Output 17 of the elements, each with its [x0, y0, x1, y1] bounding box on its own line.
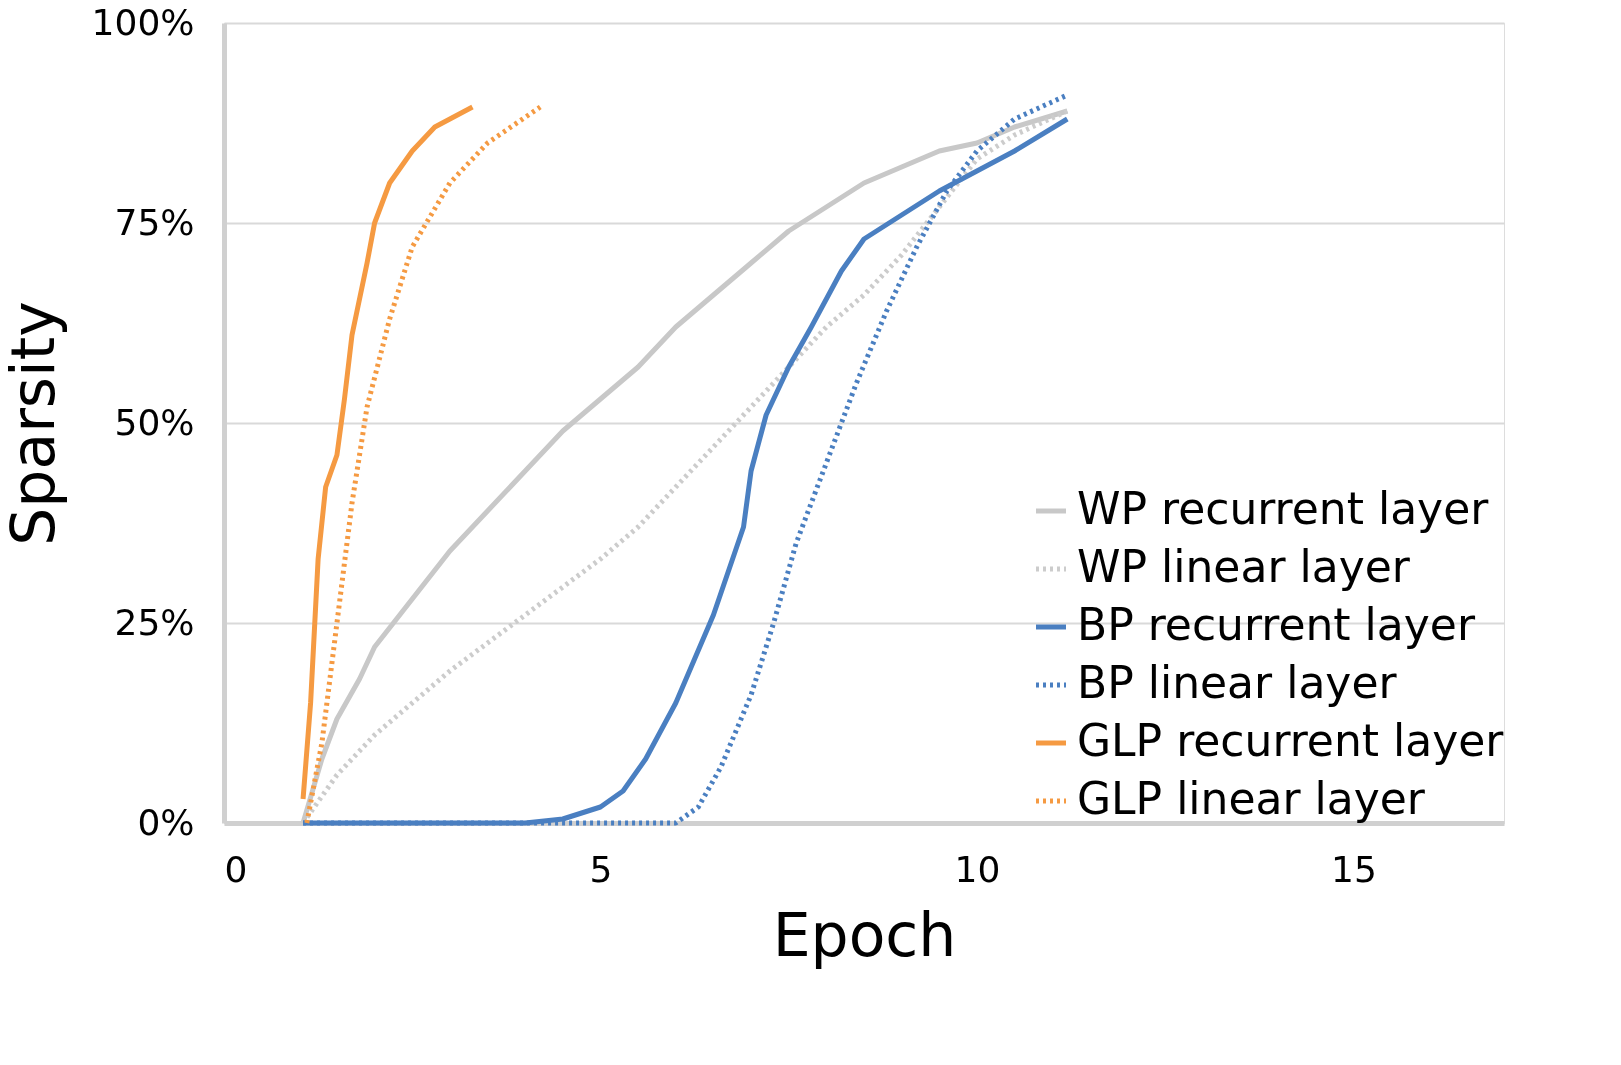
y-tick-label: 100%: [91, 1, 195, 43]
x-tick-label: 0: [224, 848, 248, 890]
x-tick-label: 5: [589, 848, 613, 890]
y-tick-label: 75%: [114, 201, 195, 243]
y-tick-label: 50%: [114, 401, 195, 443]
legend-label: WP linear layer: [1077, 541, 1411, 592]
legend-label: GLP linear layer: [1077, 773, 1426, 824]
y-axis-title: Sparsity: [0, 301, 68, 546]
x-tick-label: 15: [1331, 848, 1377, 890]
legend-label: BP recurrent layer: [1077, 599, 1476, 650]
y-tick-label: 0%: [137, 801, 195, 843]
legend-label: WP recurrent layer: [1077, 483, 1490, 534]
y-tick-label: 25%: [114, 601, 195, 643]
x-axis-title: Epoch: [772, 899, 957, 970]
x-tick-label: 10: [954, 848, 1001, 890]
legend-label: GLP recurrent layer: [1077, 715, 1505, 766]
legend-label: BP linear layer: [1077, 657, 1398, 708]
